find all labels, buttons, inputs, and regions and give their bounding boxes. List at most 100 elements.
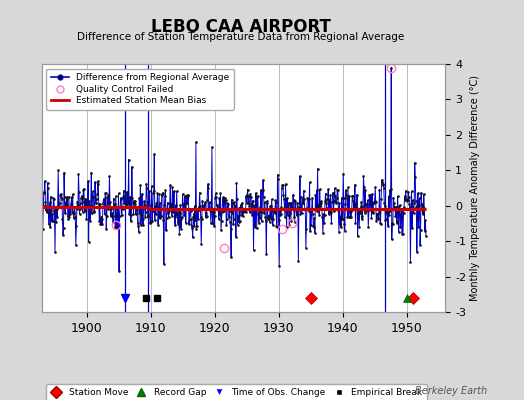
Point	[173, 218, 182, 225]
Point	[370, 198, 378, 205]
Point	[93, 181, 102, 188]
Point	[375, 186, 384, 193]
Point	[390, 204, 399, 210]
Point	[46, 224, 54, 231]
Point	[123, 199, 132, 205]
Point	[156, 200, 165, 206]
Point	[339, 215, 347, 222]
Point	[314, 203, 323, 209]
Point	[315, 211, 323, 218]
Point	[422, 232, 430, 239]
Point	[60, 170, 68, 176]
Point	[118, 206, 127, 212]
Point	[228, 200, 237, 206]
Point	[226, 226, 235, 232]
Point	[398, 231, 406, 237]
Point	[141, 208, 150, 215]
Point	[51, 248, 59, 255]
Point	[397, 213, 405, 220]
Point	[366, 206, 374, 212]
Point	[86, 217, 94, 224]
Point	[144, 214, 152, 220]
Point	[272, 198, 280, 205]
Point	[365, 206, 373, 213]
Point	[229, 221, 237, 228]
Point	[91, 179, 99, 185]
Point	[353, 191, 361, 198]
Point	[206, 207, 214, 213]
Point	[402, 197, 411, 204]
Point	[263, 198, 271, 204]
Point	[373, 211, 381, 217]
Point	[248, 212, 256, 218]
Point	[176, 202, 184, 208]
Point	[282, 224, 291, 231]
Point	[263, 200, 271, 206]
Point	[367, 215, 376, 222]
Point	[47, 194, 55, 200]
Point	[224, 206, 232, 212]
Point	[323, 196, 331, 203]
Point	[115, 268, 123, 274]
Point	[64, 216, 72, 222]
Point	[163, 206, 171, 213]
Point	[187, 208, 195, 214]
Point	[358, 212, 367, 219]
Point	[319, 211, 328, 218]
Point	[379, 184, 388, 191]
Point	[154, 221, 162, 228]
Point	[135, 229, 143, 235]
Point	[392, 220, 401, 226]
Point	[107, 206, 115, 212]
Point	[72, 242, 80, 248]
Point	[352, 205, 361, 211]
Point	[193, 206, 202, 213]
Point	[131, 198, 139, 204]
Point	[254, 193, 262, 200]
Point	[415, 201, 423, 208]
Point	[78, 193, 86, 199]
Point	[291, 207, 300, 213]
Point	[296, 211, 304, 217]
Point	[334, 187, 342, 193]
Point	[387, 64, 396, 71]
Point	[322, 204, 331, 211]
Point	[122, 201, 130, 208]
Point	[169, 209, 177, 216]
Point	[130, 198, 138, 204]
Point	[125, 211, 134, 217]
Point	[421, 228, 429, 234]
Point	[252, 190, 260, 196]
Point	[242, 209, 250, 216]
Point	[356, 208, 364, 214]
Point	[51, 205, 60, 212]
Point	[225, 208, 234, 214]
Point	[150, 217, 159, 223]
Point	[39, 225, 47, 232]
Point	[359, 173, 368, 179]
Point	[67, 201, 75, 207]
Point	[257, 218, 266, 224]
Point	[73, 198, 82, 205]
Point	[328, 199, 336, 206]
Point	[370, 198, 379, 204]
Point	[77, 200, 85, 206]
Point	[157, 213, 166, 219]
Point	[180, 194, 189, 200]
Point	[57, 194, 66, 200]
Point	[301, 206, 310, 213]
Point	[61, 210, 69, 216]
Point	[331, 193, 340, 200]
Point	[237, 212, 245, 218]
Point	[184, 193, 193, 200]
Point	[380, 200, 388, 207]
Point	[176, 209, 184, 216]
Point	[256, 204, 265, 210]
Point	[402, 196, 410, 202]
Point	[134, 220, 142, 226]
Point	[165, 214, 173, 220]
Point	[241, 208, 249, 214]
Point	[368, 191, 376, 197]
Point	[90, 209, 98, 215]
Point	[136, 182, 145, 188]
